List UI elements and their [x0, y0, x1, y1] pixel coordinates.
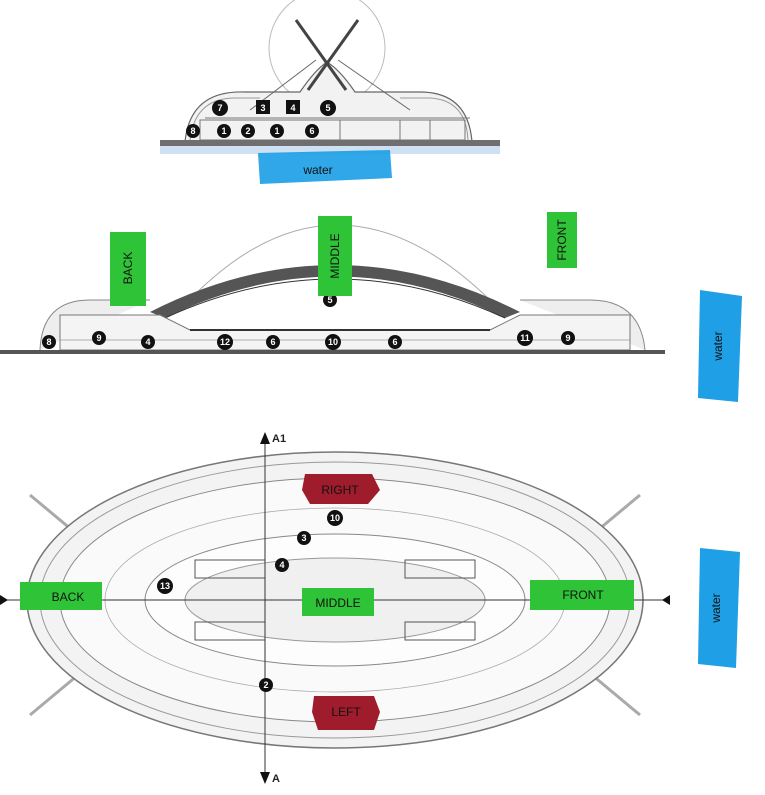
plan-num: 2 [263, 680, 268, 690]
plan-water-highlight [698, 548, 740, 668]
elevation-middle-highlight [318, 216, 352, 296]
elevation-markers: 5 8 9 4 12 6 10 6 11 9 [42, 293, 575, 350]
elevation-num: 12 [220, 337, 230, 347]
section-markers: 7 3 4 5 8 1 2 1 6 [186, 100, 336, 138]
plan-back-highlight [20, 582, 102, 610]
plan-num: 13 [160, 581, 170, 591]
elevation-num: 6 [270, 337, 275, 347]
section-view: 7 3 4 5 8 1 2 1 6 water [160, 0, 500, 184]
elevation-view: 5 8 9 4 12 6 10 6 11 9 BACK MIDDLE FRONT… [0, 212, 742, 402]
section-num: 4 [290, 103, 295, 113]
plan-right-label: RIGHT [321, 483, 359, 497]
elevation-num: 4 [145, 337, 150, 347]
elevation-water-label: water [711, 331, 725, 361]
section-num: 8 [190, 126, 195, 136]
elevation-num: 11 [520, 333, 530, 343]
elevation-num: 8 [46, 337, 51, 347]
plan-num: 4 [279, 560, 284, 570]
plan-left-label: LEFT [331, 705, 361, 719]
elevation-roof [150, 265, 520, 318]
plan-view: A1 A 10 3 4 13 2 BACK MIDDLE FRONT RIGHT… [0, 432, 740, 785]
plan-water-label: water [709, 593, 723, 623]
plan-back-label: BACK [52, 590, 85, 604]
elevation-back-highlight [110, 232, 146, 306]
section-num: 1 [274, 126, 279, 136]
section-base [160, 140, 500, 146]
elevation-num: 9 [565, 333, 570, 343]
plan-right-highlight [302, 474, 380, 504]
section-num: 5 [325, 103, 330, 113]
plan-num: 3 [301, 533, 306, 543]
elevation-middle-label: MIDDLE [328, 233, 342, 278]
section-water-highlight [258, 150, 392, 184]
section-base-water [160, 146, 500, 154]
plan-markers: 10 3 4 13 2 [157, 510, 343, 692]
elevation-front-label: FRONT [555, 219, 569, 261]
elevation-num: 10 [328, 337, 338, 347]
plan-front-highlight [530, 580, 634, 610]
section-num: 1 [221, 126, 226, 136]
section-mark-top: A1 [272, 433, 286, 445]
section-num: 6 [309, 126, 314, 136]
plan-middle-highlight [302, 588, 374, 616]
mast-left [294, 19, 348, 91]
elevation-back-label: BACK [121, 252, 135, 285]
plan-num: 10 [330, 513, 340, 523]
elevation-num: 6 [392, 337, 397, 347]
elevation-water-highlight [698, 290, 742, 402]
section-num: 2 [245, 126, 250, 136]
elevation-ground [0, 350, 665, 354]
section-mark-bottom: A [272, 773, 280, 785]
elevation-num: 9 [96, 333, 101, 343]
section-num: 3 [260, 103, 265, 113]
mast-right [306, 19, 360, 91]
elevation-front-highlight [547, 212, 577, 268]
plan-middle-label: MIDDLE [315, 596, 360, 610]
plan-left-highlight [312, 696, 380, 730]
section-num: 7 [217, 103, 222, 113]
plan-front-label: FRONT [562, 588, 604, 602]
elevation-num: 5 [327, 295, 332, 305]
section-water-label: water [302, 163, 332, 177]
